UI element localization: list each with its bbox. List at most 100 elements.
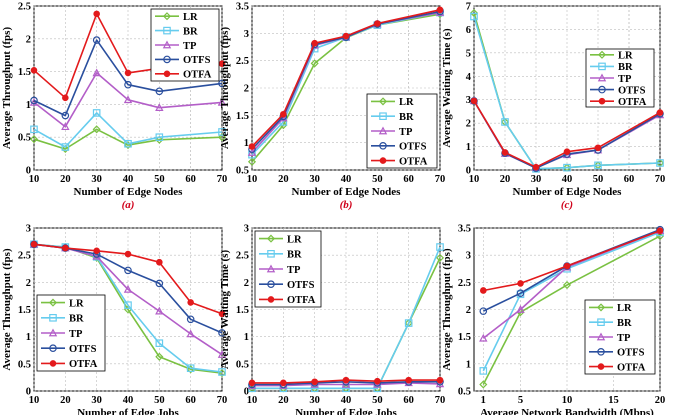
- y-tick-label: 3.5: [458, 224, 471, 235]
- legend-label: BR: [183, 26, 198, 37]
- data-point-marker-otfa: [374, 20, 381, 27]
- y-tick-label: 2: [26, 278, 31, 289]
- x-tick-label: 30: [531, 174, 542, 185]
- x-tick-label: 60: [185, 174, 196, 185]
- series-line-br: [473, 16, 661, 170]
- legend-label: BR: [287, 250, 302, 261]
- data-point-marker-tp: [186, 329, 195, 338]
- data-point-marker-br: [563, 163, 571, 172]
- x-tick-label: 40: [341, 395, 352, 406]
- y-tick-label: 0.5: [18, 133, 31, 144]
- x-tick-label: 1: [481, 395, 486, 406]
- data-point-marker-br: [404, 319, 413, 327]
- data-point-marker-br: [479, 367, 488, 375]
- legend-marker-otfs: [267, 280, 275, 289]
- legend-box: [254, 230, 322, 308]
- legend: LR BR TP OTFS OTFA: [366, 93, 438, 169]
- data-point-marker-lr: [155, 135, 164, 144]
- y-tick-label: 2.5: [458, 278, 471, 289]
- legend-marker-tp: [597, 73, 607, 82]
- data-point-marker-tp: [516, 305, 525, 313]
- legend-label: OTFS: [69, 344, 97, 355]
- x-tick-label: 30: [309, 395, 320, 406]
- x-tick-label: 30: [91, 174, 102, 185]
- data-point-marker-lr: [562, 281, 572, 290]
- x-axis-label: Average Network Bandwidth (Mbps): [480, 407, 654, 415]
- data-point-marker-otfs: [124, 266, 132, 275]
- data-point-marker-tp: [123, 284, 133, 293]
- series-otfa: [30, 241, 226, 318]
- data-point-marker-br: [218, 128, 226, 136]
- y-tick-label: 7: [466, 2, 471, 13]
- x-tick-label: 50: [154, 174, 165, 185]
- x-tick-label: 50: [593, 174, 604, 185]
- legend-label: LR: [69, 298, 84, 309]
- x-tick-label: 20: [278, 174, 289, 185]
- y-axis-label: Average Throughput (fps): [1, 27, 13, 150]
- data-point-marker-otfs: [218, 329, 226, 337]
- data-point-marker-otfa: [248, 379, 256, 387]
- series-line-lr: [482, 235, 661, 385]
- data-point-marker-lr: [247, 157, 257, 166]
- x-tick-label: 20: [60, 174, 71, 185]
- x-tick-label: 50: [372, 174, 383, 185]
- x-tick-label: 60: [403, 395, 414, 406]
- panel-caption: (a): [122, 199, 135, 211]
- x-tick-label: 70: [435, 174, 446, 185]
- x-tick-label: 60: [403, 174, 414, 185]
- legend-label: TP: [183, 41, 197, 52]
- chart-panel-d: 10 20 30 40 50 60 70 0 0.5 1 1.5 2 2.5 3 Number of Edg…: [1, 224, 227, 415]
- legend-marker-tp: [48, 328, 58, 337]
- data-point-marker-otfa: [156, 258, 163, 266]
- legend-label: OTFA: [183, 70, 212, 81]
- legend-marker-otfa: [267, 296, 275, 303]
- legend-label: OTFS: [399, 142, 427, 153]
- legend-label: TP: [617, 333, 631, 344]
- legend-marker-lr: [378, 97, 388, 106]
- data-point-marker-otfa: [436, 376, 444, 384]
- x-tick-label: 70: [655, 174, 666, 185]
- legend: LR BR TP OTFS OTFA: [584, 299, 656, 375]
- y-tick-label: 3.5: [236, 2, 249, 13]
- data-point-marker-otfa: [311, 378, 318, 386]
- x-tick-label: 10: [29, 395, 40, 406]
- series-line-otfa: [473, 100, 661, 168]
- data-point-marker-otfs: [155, 279, 164, 288]
- data-point-marker-otfa: [30, 241, 38, 248]
- y-tick-label: 0: [244, 387, 249, 398]
- legend-box: [366, 93, 438, 169]
- legend-label: BR: [618, 62, 633, 73]
- data-point-marker-otfa: [187, 299, 194, 306]
- legend-label: OTFS: [183, 55, 211, 66]
- data-point-marker-otfa: [30, 66, 38, 74]
- y-axis-label: Average Waiting Time (s): [219, 250, 231, 370]
- y-tick-label: 1: [26, 332, 31, 343]
- data-point-marker-tp: [123, 95, 133, 104]
- y-tick-label: 0: [466, 166, 471, 177]
- data-point-marker-tp: [155, 306, 164, 315]
- y-tick-label: 6: [466, 25, 471, 36]
- data-point-marker-lr: [469, 8, 479, 18]
- legend-label: TP: [287, 265, 301, 276]
- y-tick-label: 5: [466, 48, 471, 59]
- legend-label: OTFA: [617, 362, 646, 373]
- legend-marker-otfa: [598, 97, 606, 105]
- data-point-marker-otfa: [311, 39, 318, 47]
- data-point-marker-otfa: [124, 250, 132, 258]
- legend-marker-br: [379, 112, 387, 121]
- chart-panel-e: 10 20 30 40 50 60 70 0 0.5 1 1.5 2 2.5 3 Number of Edg…: [219, 224, 445, 415]
- x-tick-label: 60: [185, 395, 196, 406]
- data-point-marker-otfa: [248, 143, 256, 150]
- chart-panel-c: 10 20 30 40 50 60 70 0 1 2 3 4 5 6 7 Number of Edge Nod…: [441, 2, 665, 212]
- data-point-marker-lr: [155, 352, 164, 361]
- legend-marker-otfa: [379, 157, 387, 164]
- x-axis-label: Number of Edge Jobs: [295, 407, 397, 415]
- data-point-marker-otfa: [470, 97, 478, 105]
- data-point-marker-otfa: [280, 110, 287, 118]
- data-point-marker-otfa: [480, 287, 487, 294]
- y-tick-label: 0.5: [18, 359, 31, 370]
- data-point-marker-lr: [29, 135, 39, 144]
- x-tick-label: 20: [278, 395, 289, 406]
- series-line-br: [33, 112, 223, 148]
- legend-marker-br: [163, 26, 171, 35]
